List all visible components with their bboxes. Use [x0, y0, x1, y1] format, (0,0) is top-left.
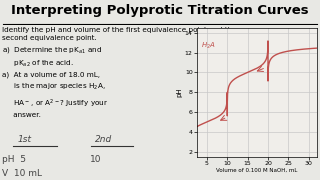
Y-axis label: pH: pH [177, 87, 183, 97]
Text: Identify the pH and volume of the first equivalence point and the
second equival: Identify the pH and volume of the first … [2, 27, 237, 118]
Text: Interpreting Polyprotic Titration Curves: Interpreting Polyprotic Titration Curves [11, 4, 309, 17]
Text: 1st: 1st [17, 135, 31, 144]
Text: 10: 10 [90, 155, 101, 164]
X-axis label: Volume of 0.100 M NaOH, mL: Volume of 0.100 M NaOH, mL [216, 168, 298, 173]
Text: V  10 mL: V 10 mL [2, 169, 42, 178]
Text: pH  5: pH 5 [2, 155, 26, 164]
Text: 2nd: 2nd [95, 135, 112, 144]
Text: H$_2$A: H$_2$A [201, 41, 216, 51]
